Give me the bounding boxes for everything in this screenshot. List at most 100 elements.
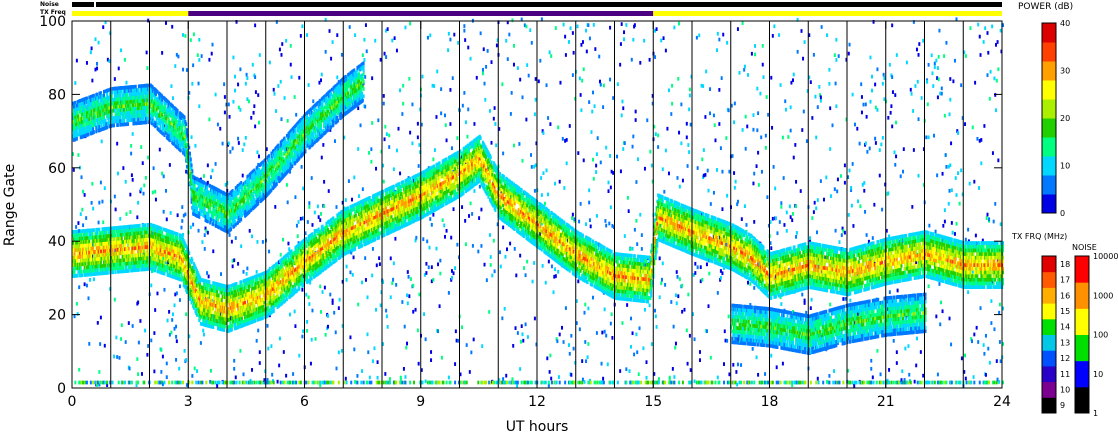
echo-cell: [93, 253, 96, 258]
echo-cell: [182, 232, 185, 237]
echo-cell: [199, 341, 202, 345]
echo-cell: [158, 226, 161, 230]
echo-cell: [202, 332, 205, 337]
echo-cell: [176, 213, 179, 218]
echo-cell: [158, 269, 161, 274]
echo-cell: [167, 111, 170, 115]
echo-cell: [91, 116, 94, 121]
echo-cell: [140, 98, 143, 103]
echo-cell: [122, 166, 125, 170]
echo-cell: [130, 110, 133, 115]
echo-cell: [144, 260, 147, 264]
echo-cell: [167, 251, 170, 255]
echo-cell: [189, 264, 192, 268]
echo-cell: [130, 268, 133, 273]
echo-cell: [127, 254, 130, 259]
echo-cell: [109, 270, 112, 275]
echo-cell: [175, 339, 178, 344]
echo-cell: [171, 256, 174, 261]
echo-cell: [82, 101, 85, 106]
echo-cell: [165, 101, 167, 106]
echo-cell: [75, 129, 78, 134]
echo-cell: [191, 258, 194, 263]
echo-cell: [104, 118, 107, 123]
echo-cell: [220, 298, 223, 302]
echo-cell: [137, 380, 140, 385]
echo-cell: [182, 67, 185, 72]
echo-cell: [246, 266, 249, 271]
echo-cell: [192, 63, 195, 68]
echo-cell: [106, 95, 109, 100]
echo-cell: [243, 142, 246, 147]
echo-cell: [116, 171, 119, 176]
echo-cell: [173, 264, 176, 269]
echo-cell: [172, 249, 175, 254]
echo-cell: [147, 90, 150, 95]
echo-cell: [123, 57, 126, 62]
echo-cell: [82, 126, 85, 131]
echo-cell: [241, 173, 244, 178]
echo-cell: [98, 124, 101, 129]
echo-cell: [151, 238, 154, 242]
echo-cell: [129, 92, 132, 97]
echo-cell: [115, 255, 118, 260]
echo-cell: [205, 380, 208, 385]
echo-cell: [168, 138, 171, 143]
echo-cell: [184, 34, 187, 38]
echo-cell: [101, 380, 104, 385]
echo-cell: [214, 162, 217, 166]
echo-cell: [92, 119, 95, 124]
echo-cell: [112, 255, 115, 260]
echo-cell: [144, 105, 147, 110]
echo-cell: [85, 61, 88, 65]
echo-cell: [256, 240, 259, 244]
echo-cell: [268, 154, 271, 158]
echo-cell: [144, 328, 147, 333]
echo-cell: [129, 261, 132, 266]
echo-cell: [201, 380, 204, 385]
echo-cell: [120, 262, 123, 266]
echo-cell: [92, 130, 95, 134]
echo-cell: [120, 243, 123, 248]
echo-cell: [92, 239, 95, 243]
echo-cell: [83, 101, 86, 105]
echo-cell: [127, 111, 130, 115]
echo-cell: [102, 264, 105, 268]
echo-cell: [124, 115, 127, 119]
echo-cell: [254, 124, 257, 129]
echo-cell: [82, 123, 85, 128]
echo-cell: [257, 93, 260, 97]
echo-cell: [84, 262, 87, 266]
echo-cell: [85, 239, 88, 244]
echo-cell: [253, 104, 256, 109]
echo-cell: [261, 316, 264, 320]
echo-cell: [99, 109, 102, 114]
echo-cell: [75, 237, 78, 241]
echo-cell: [152, 93, 155, 98]
echo-cell: [147, 155, 150, 160]
echo-cell: [202, 174, 205, 178]
echo-cell: [87, 132, 90, 137]
echo-cell: [77, 114, 80, 119]
echo-cell: [113, 259, 116, 263]
echo-cell: [237, 261, 240, 266]
echo-cell: [144, 263, 147, 268]
echo-cell: [80, 233, 83, 237]
echo-cell: [201, 240, 204, 244]
echo-cell: [127, 103, 130, 108]
echo-cell: [168, 380, 171, 385]
echo-cell: [122, 269, 125, 274]
echo-cell: [137, 106, 140, 111]
echo-cell: [233, 366, 236, 371]
echo-cell: [111, 266, 114, 271]
echo-cell: [96, 231, 99, 236]
echo-cell: [168, 163, 171, 167]
echo-cell: [120, 269, 123, 274]
echo-cell: [176, 109, 179, 113]
echo-cell: [171, 318, 174, 322]
echo-cell: [134, 242, 136, 247]
echo-cell: [98, 382, 101, 387]
echo-cell: [161, 382, 164, 387]
echo-cell: [162, 253, 165, 257]
echo-cell: [90, 272, 93, 277]
